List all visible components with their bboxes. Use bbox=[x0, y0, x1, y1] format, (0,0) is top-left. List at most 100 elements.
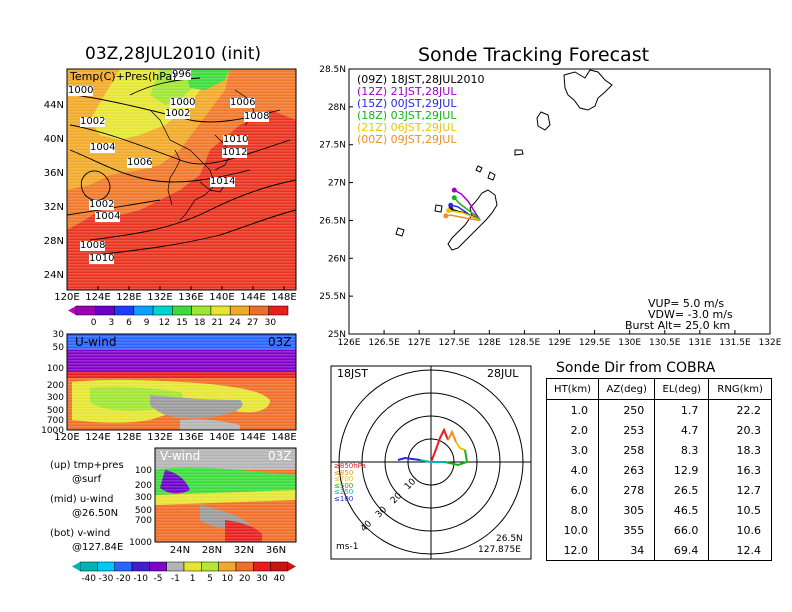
y-tick-label: 32N bbox=[44, 202, 64, 213]
launch-legend-item: (00Z) 09JST,29JUL bbox=[357, 133, 457, 146]
isobar-label: 1014 bbox=[210, 176, 236, 187]
x-tick-label: 126E bbox=[338, 338, 361, 348]
table-row: 1.0 250 1.7 22.2 bbox=[545, 399, 772, 420]
table-cell: 46.5 bbox=[654, 500, 710, 520]
isobar-label: 1002 bbox=[89, 199, 115, 210]
colorbar-tick-label: 1 bbox=[190, 574, 196, 584]
x-tick-label: 32N bbox=[234, 545, 254, 556]
x-tick-label: 132E bbox=[147, 292, 172, 303]
table-cell: 22.2 bbox=[708, 399, 772, 420]
y-tick-label: 200 bbox=[47, 381, 64, 391]
y-tick-label: 36N bbox=[44, 168, 64, 179]
y-tick-label: 200 bbox=[135, 481, 152, 491]
launch-legend-item: (21Z) 06JST,29JUL bbox=[357, 121, 457, 134]
y-tick-label: 24N bbox=[44, 270, 64, 281]
table-cell: 3.0 bbox=[545, 440, 600, 460]
isobar-label: 1004 bbox=[90, 142, 116, 153]
colorbar-tick-label: -30 bbox=[99, 574, 114, 584]
u-wind-label: U-wind bbox=[75, 335, 117, 349]
x-tick-label: 130.5E bbox=[649, 338, 681, 348]
x-tick-label: 136E bbox=[178, 432, 203, 443]
x-tick-label: 144E bbox=[240, 432, 265, 443]
y-tick-label: 27N bbox=[328, 179, 346, 189]
y-tick-label: 700 bbox=[135, 516, 152, 526]
table-cell: 2.0 bbox=[545, 420, 600, 440]
isobar-label: 1000 bbox=[170, 97, 196, 108]
y-tick-label: 50 bbox=[53, 343, 65, 353]
colorbar-tick-label: -20 bbox=[116, 574, 131, 584]
v-wind-time: 03Z bbox=[268, 449, 292, 463]
isobar-label: 1002 bbox=[165, 108, 191, 119]
table-cell: 26.5 bbox=[654, 480, 710, 500]
isobar-label: 1010 bbox=[89, 253, 115, 264]
x-tick-label: 148E bbox=[271, 292, 296, 303]
x-tick-label: 140E bbox=[209, 432, 234, 443]
y-tick-label: 28.5N bbox=[319, 65, 346, 75]
sonde-track bbox=[453, 189, 481, 221]
x-tick-label: 132E bbox=[759, 338, 782, 348]
y-tick-label: 30 bbox=[53, 330, 65, 340]
table-row: 12.0 34 69.4 12.4 bbox=[545, 540, 772, 561]
x-tick-label: 131E bbox=[688, 338, 711, 348]
launch-legend-item: (09Z) 18JST,28JUL2010 bbox=[357, 73, 485, 86]
y-tick-label: 700 bbox=[47, 416, 64, 426]
burst-text: Burst Alt= 25.0 km bbox=[625, 319, 731, 332]
colorbar-arrow bbox=[288, 562, 296, 571]
note-line: @26.50N bbox=[72, 508, 119, 519]
table-cell: 258 bbox=[598, 440, 656, 460]
colorbar-tick-label: 9 bbox=[144, 318, 150, 328]
note-line: (mid) u-wind bbox=[50, 494, 114, 505]
y-tick-label: 26.5N bbox=[319, 216, 346, 226]
table-row: 10.0 355 66.0 10.6 bbox=[545, 520, 772, 540]
x-tick-label: 120E bbox=[54, 292, 79, 303]
x-tick-label: 130E bbox=[618, 338, 641, 348]
note-line: @surf bbox=[72, 474, 102, 485]
x-tick-label: 129.5E bbox=[579, 338, 611, 348]
isobar-label: 1004 bbox=[95, 211, 121, 222]
x-tick-label: 28N bbox=[202, 545, 222, 556]
x-tick-label: 127.5E bbox=[439, 338, 471, 348]
y-tick-label: 28N bbox=[44, 236, 64, 247]
hodo-left-label: 18JST bbox=[337, 367, 368, 380]
note-line: @127.84E bbox=[72, 542, 124, 553]
y-tick-label: 1000 bbox=[41, 426, 64, 436]
colorbar-tick-label: 10 bbox=[222, 574, 234, 584]
y-tick-label: 1000 bbox=[129, 538, 152, 548]
table-cell: 34 bbox=[598, 540, 656, 561]
x-tick-label: 128.5E bbox=[509, 338, 541, 348]
y-tick-label: 27.5N bbox=[319, 141, 346, 151]
colorbar-tick-label: -40 bbox=[81, 574, 96, 584]
x-tick-label: 36N bbox=[266, 545, 286, 556]
isobar-label: 1002 bbox=[80, 116, 106, 127]
isobar-label: 1010 bbox=[223, 134, 249, 145]
y-tick-label: 25N bbox=[328, 330, 346, 340]
colorbar-tick-label: 30 bbox=[256, 574, 268, 584]
x-tick-label: 128E bbox=[116, 432, 141, 443]
y-tick-label: 44N bbox=[44, 100, 64, 111]
track-endpoint bbox=[451, 187, 457, 193]
y-tick-label: 300 bbox=[135, 493, 152, 503]
colorbar-tick-label: -5 bbox=[154, 574, 163, 584]
map-title: 03Z,28JUL2010 (init) bbox=[85, 44, 262, 64]
pressure-legend-item: ≤850 bbox=[334, 468, 354, 477]
x-tick-label: 136E bbox=[178, 292, 203, 303]
sonde-track bbox=[448, 209, 481, 222]
track-endpoint bbox=[446, 208, 452, 214]
u-wind-time: 03Z bbox=[268, 335, 292, 349]
table-cell: 66.0 bbox=[654, 520, 710, 540]
colorbar-tick-label: 0 bbox=[91, 318, 97, 328]
table-cell: 12.7 bbox=[708, 480, 772, 500]
table-cell: 263 bbox=[598, 460, 656, 480]
colorbar-tick-label: 40 bbox=[274, 574, 286, 584]
x-tick-label: 144E bbox=[240, 292, 265, 303]
launch-legend-item: (12Z) 21JST,28JUL bbox=[357, 85, 457, 98]
sonde-track bbox=[445, 214, 481, 222]
hodo-right-label: 28JUL bbox=[487, 367, 519, 380]
table-cell: 355 bbox=[598, 520, 656, 540]
x-tick-label: 124E bbox=[85, 432, 110, 443]
y-tick-label: 500 bbox=[135, 506, 152, 516]
table-cell: 305 bbox=[598, 500, 656, 520]
